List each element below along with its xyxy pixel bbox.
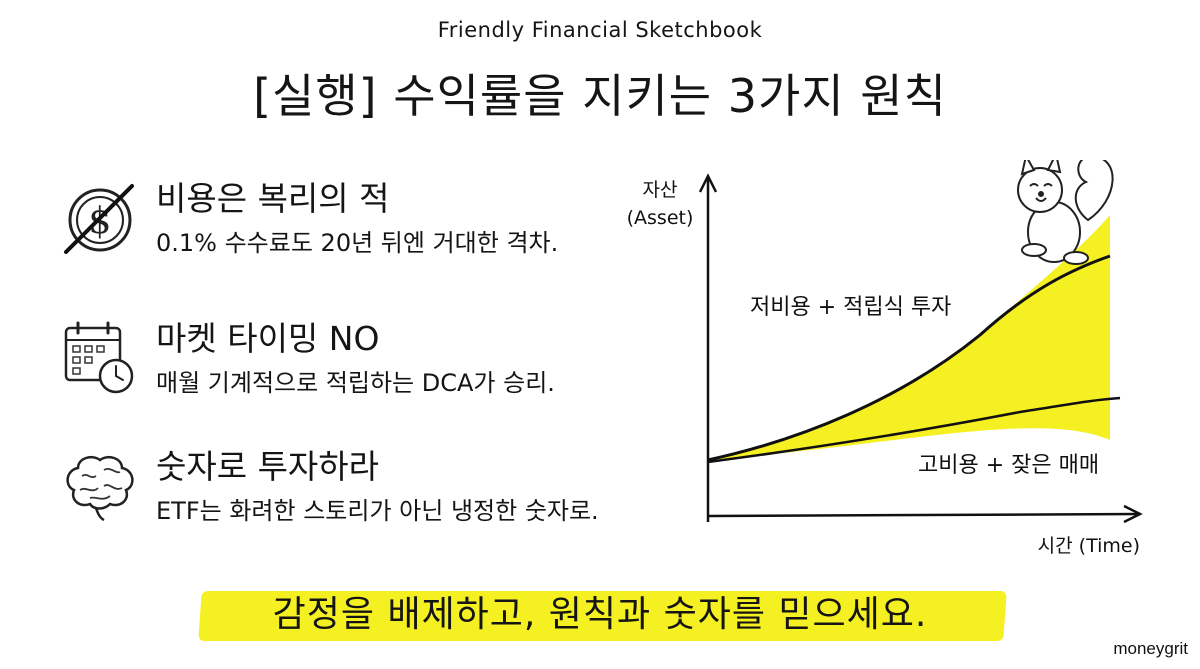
svg-text:$: $ [89,201,112,242]
principle-cost: $ 비용은 복리의 적 0.1% 수수료도 20년 뒤엔 거대한 격차. [60,170,680,270]
low-cost-area-fill [708,215,1110,460]
principle-description: 매월 기계적으로 적립하는 DCA가 승리. [156,369,555,397]
principle-heading: 마켓 타이밍 NO [156,319,380,358]
high-cost-series-label: 고비용 + 잦은 매매 [918,453,1099,478]
principle-description: 0.1% 수수료도 20년 뒤엔 거대한 격차. [156,229,559,257]
principle-heading: 숫자로 투자하라 [156,447,380,486]
x-axis [707,512,1141,518]
low-cost-series-label: 저비용 + 적립식 투자 [750,295,951,320]
principle-heading: 비용은 복리의 적 [156,179,390,218]
y-axis-label-line1: 자산 [643,179,678,201]
principle-description: ETF는 화려한 스토리가 아닌 냉정한 숫자로. [156,497,599,525]
calendar-clock-icon [60,318,140,398]
sketchbook-subtitle: Friendly Financial Sketchbook [437,18,763,42]
brain-icon [60,446,140,526]
principle-timing: 마켓 타이밍 NO 매월 기계적으로 적립하는 DCA가 승리. [60,310,680,410]
x-axis-label: 시간 (Time) [1038,535,1140,557]
principle-numbers: 숫자로 투자하라 ETF는 화려한 스토리가 아닌 냉정한 숫자로. [60,438,680,538]
y-axis-arrow [698,173,718,193]
crossed-out-dollar-coin-icon: $ [60,178,140,258]
y-axis-label-line2: (Asset) [627,207,694,229]
x-axis-arrow [1123,504,1143,524]
squirrel-icon [1017,151,1114,265]
conclusion-banner: 감정을 배제하고, 원칙과 숫자를 믿으세요. [0,585,1200,645]
growth-comparison-chart: 자산 (Asset) 시간 (Time) 저비용 + 적립식 투자 고비용 + … [600,151,1160,560]
page-title: [실행] 수익률을 지키는 3가지 원칙 [253,69,947,123]
low-cost-series-line [707,254,1111,462]
brand-watermark: moneygrit [1113,639,1188,658]
banner-text: 감정을 배제하고, 원칙과 숫자를 믿으세요. [272,594,928,635]
high-cost-series-line [707,396,1121,464]
